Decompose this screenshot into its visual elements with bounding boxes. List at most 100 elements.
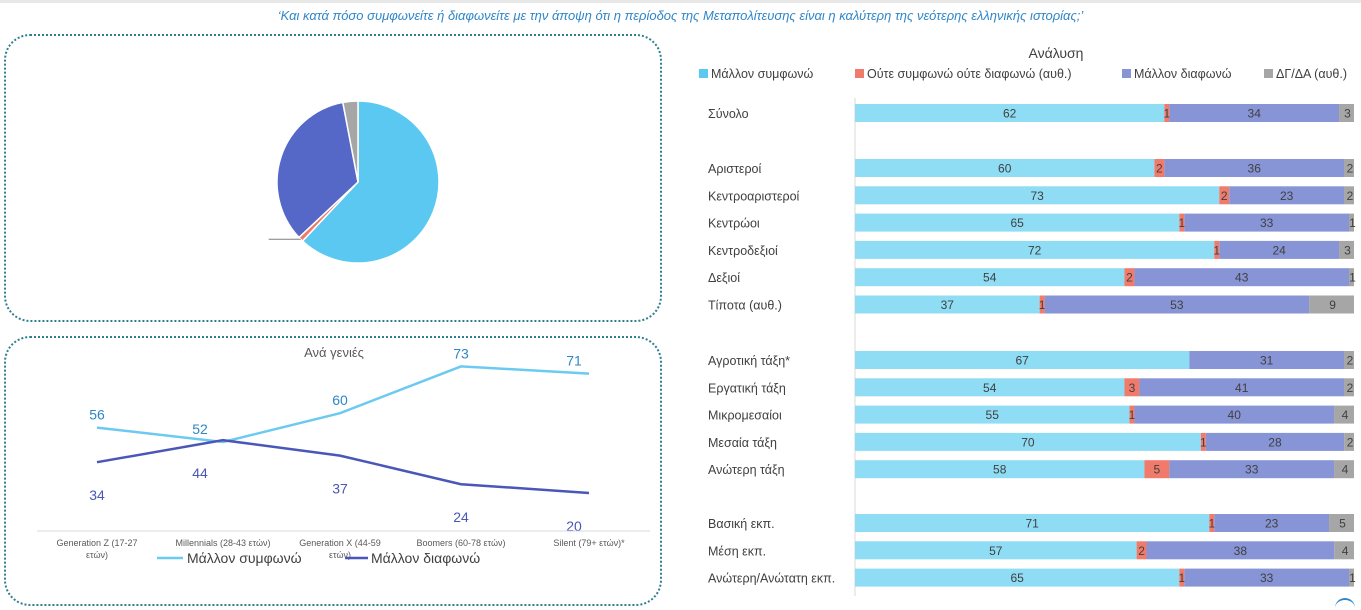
line-series-disagree: [96, 438, 590, 495]
bar-category-label: Εργατική τάξη: [708, 381, 786, 395]
bar-segment: [855, 159, 1155, 177]
bar-value-label: 54: [983, 381, 997, 395]
bar-value-label: 1: [1208, 517, 1215, 531]
bar-segment: [855, 240, 1215, 259]
bar-segment: [1179, 568, 1185, 587]
bar-category-label: Τίποτα (αυθ.): [708, 299, 782, 313]
bar-value-label: 71: [1025, 517, 1039, 531]
bar-segment: [1146, 541, 1335, 560]
top-rule: [0, 0, 1361, 3]
bar-segment: [1154, 159, 1165, 177]
bar-value-label: 2: [1156, 162, 1163, 176]
bar-value-label: 1: [1179, 571, 1186, 585]
bar-segment: [1179, 213, 1185, 232]
bar-value-label: 2: [1347, 354, 1354, 368]
bar-segment: [1200, 432, 1206, 451]
bar-value-label: 3: [1344, 107, 1351, 121]
bar-value-label: 3: [1129, 381, 1136, 395]
bar-segment: [1164, 159, 1345, 177]
bar-segment: [855, 460, 1145, 479]
bar-category-label: Κεντρώοι: [708, 217, 760, 231]
bar-category-label: Βασική εκπ.: [708, 517, 775, 531]
bar-value-label: 53: [1170, 298, 1184, 312]
bar-segment: [1124, 268, 1135, 287]
bar-segment: [1229, 186, 1345, 205]
pie-chart-panel: [4, 34, 662, 322]
line-x-tick-label: Boomers (60-78 ετών): [417, 538, 506, 548]
bar-segment: [1134, 405, 1335, 424]
generations-chart-panel: [4, 336, 662, 606]
bar-legend-swatch: [855, 69, 864, 78]
pie-slice: [276, 101, 359, 239]
line-data-label: 44: [192, 465, 208, 481]
bar-segment: [1164, 104, 1170, 122]
bar-value-label: 70: [1021, 435, 1035, 449]
line-legend-label-agree: Μάλλον συμφωνώ: [187, 550, 302, 566]
bar-value-label: 40: [1228, 408, 1242, 422]
bar-segment: [1136, 541, 1147, 560]
bar-segment: [1134, 268, 1350, 287]
bar-legend-label: ΔΓ/ΔΑ (αυθ.): [1276, 67, 1347, 81]
bar-segment: [1344, 186, 1354, 205]
bar-value-label: 67: [1015, 354, 1029, 368]
bar-value-label: 62: [1003, 107, 1017, 121]
bar-segment: [855, 268, 1125, 287]
bar-chart-title: Ανάλυση: [1029, 45, 1084, 61]
bar-segment: [1209, 514, 1215, 532]
bar-segment: [1334, 460, 1354, 479]
bar-segment: [1344, 432, 1354, 451]
line-data-label: 52: [192, 421, 208, 437]
bar-value-label: 36: [1248, 162, 1262, 176]
bar-value-label: 54: [983, 271, 997, 285]
bar-value-label: 24: [1272, 243, 1286, 257]
bar-value-label: 31: [1260, 354, 1274, 368]
corner-logo-icon: [1335, 598, 1355, 608]
bar-segment: [1349, 568, 1354, 587]
bar-segment: [855, 378, 1125, 397]
bar-segment: [1349, 213, 1354, 232]
bar-legend-label: Μάλλον διαφωνώ: [1134, 67, 1232, 81]
bar-category-label: Αριστεροί: [708, 162, 762, 176]
pie-slice: [341, 100, 359, 183]
bar-segment: [855, 514, 1210, 532]
bar-legend-swatch: [1264, 69, 1273, 78]
bar-value-label: 3: [1344, 243, 1351, 257]
bar-legend-swatch: [699, 69, 708, 78]
bar-value-label: 1: [1349, 216, 1356, 230]
bar-category-label: Ανώτερη/Ανώτατη εκπ.: [708, 572, 835, 586]
bar-value-label: 5: [1154, 463, 1161, 477]
bar-segment: [1219, 186, 1230, 205]
bar-value-label: 72: [1028, 243, 1042, 257]
bar-segment: [1349, 268, 1354, 287]
bar-segment: [855, 186, 1220, 205]
line-x-tick-label: Generation X (44-59 ετών): [299, 538, 381, 560]
bar-value-label: 73: [1030, 189, 1044, 203]
bar-value-label: 2: [1138, 544, 1145, 558]
bar-segment: [1169, 460, 1335, 479]
bar-value-label: 43: [1235, 271, 1249, 285]
bar-legend-label: Μάλλον συμφωνώ: [711, 67, 813, 81]
bar-segment: [1344, 378, 1354, 397]
bar-segment: [1039, 295, 1045, 314]
bar-value-label: 1: [1349, 571, 1356, 585]
bar-category-label: Σύνολο: [708, 107, 749, 121]
bar-segment: [1214, 240, 1220, 259]
bar-value-label: 4: [1342, 463, 1349, 477]
line-x-tick-label: Millennials (28-43 ετών): [176, 538, 271, 548]
bar-value-label: 2: [1221, 189, 1228, 203]
bar-segment: [1129, 405, 1135, 424]
bar-segment: [1169, 104, 1340, 122]
line-series-agree: [96, 365, 590, 444]
pie-slice: [301, 100, 440, 264]
line-data-label: 60: [332, 392, 348, 408]
bar-segment: [1219, 240, 1340, 259]
line-x-tick-label: Silent (79+ ετών)*: [553, 538, 625, 548]
bar-value-label: 1: [1213, 243, 1220, 257]
bar-value-label: 1: [1039, 298, 1046, 312]
bar-value-label: 9: [1329, 298, 1336, 312]
bar-value-label: 2: [1347, 189, 1354, 203]
bar-value-label: 5: [1339, 517, 1346, 531]
line-x-tick-label: Generation Z (17-27 ετών): [56, 538, 137, 560]
bar-value-label: 33: [1260, 571, 1274, 585]
